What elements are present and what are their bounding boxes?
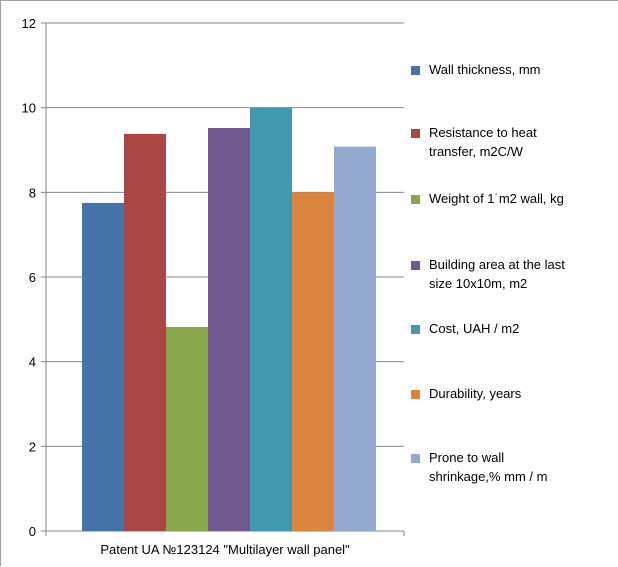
y-tick-labels: 0 2 4 6 8 10 12 — [22, 16, 36, 539]
legend-label: Resistance to heat — [429, 125, 537, 140]
bars — [82, 107, 376, 532]
legend-label: Durability, years — [429, 386, 522, 401]
bar-5 — [250, 107, 292, 532]
legend-item: Building area at the last size 10x10m, m2 — [411, 257, 565, 291]
legend-item: Resistance to heat transfer, m2C/W — [411, 125, 537, 159]
bar-6 — [292, 192, 334, 532]
category-label: Patent UA №123124 "Multilayer wall panel… — [100, 542, 350, 557]
legend-label: Prone to wall — [429, 450, 504, 465]
legend-swatch — [411, 195, 420, 204]
y-tick-label: 0 — [29, 524, 36, 539]
y-tick-label: 2 — [29, 439, 36, 454]
legend-label: Weight of 1˙m2 wall, kg — [429, 191, 564, 206]
y-tick-label: 10 — [22, 101, 36, 116]
legend-label: Building area at the last — [429, 257, 565, 272]
legend-item: Durability, years — [411, 386, 522, 401]
legend-swatch — [411, 454, 420, 463]
legend-label: size 10x10m, m2 — [429, 276, 527, 291]
y-tick-label: 6 — [29, 270, 36, 285]
bar-4 — [208, 127, 250, 531]
legend-label: transfer, m2C/W — [429, 144, 524, 159]
legend-item: Weight of 1˙m2 wall, kg — [411, 191, 564, 206]
bar-2 — [124, 133, 166, 531]
bar-3 — [166, 326, 208, 531]
legend-item: Wall thickness, mm — [411, 62, 540, 77]
y-tick-label: 8 — [29, 185, 36, 200]
legend-label: Cost, UAH / m2 — [429, 321, 519, 336]
legend-item: Cost, UAH / m2 — [411, 321, 519, 336]
legend-item: Prone to wall shrinkage,% mm / m — [411, 450, 547, 484]
legend-swatch — [411, 325, 420, 334]
legend-label: Wall thickness, mm — [429, 62, 540, 77]
y-tick-label: 12 — [22, 16, 36, 31]
bar-7 — [334, 146, 376, 531]
legend-swatch — [411, 129, 420, 138]
category-labels: Patent UA №123124 "Multilayer wall panel… — [100, 542, 350, 557]
bar-1 — [82, 202, 124, 531]
legend-swatch — [411, 261, 420, 270]
y-tick-label: 4 — [29, 355, 36, 370]
legend: Wall thickness, mm Resistance to heat tran… — [411, 62, 565, 484]
legend-label: shrinkage,% mm / m — [429, 469, 547, 484]
legend-swatch — [411, 66, 420, 75]
legend-swatch — [411, 390, 420, 399]
